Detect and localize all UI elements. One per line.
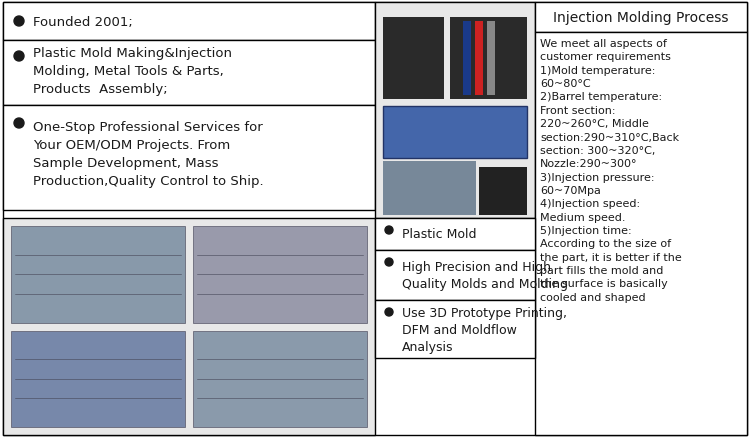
Bar xyxy=(383,18,444,100)
Bar xyxy=(450,18,527,100)
Bar xyxy=(375,251,535,300)
Circle shape xyxy=(14,119,24,129)
Text: We meet all aspects of
customer requirements
1)Mold temperature:
60~80°C
2)Barre: We meet all aspects of customer requirem… xyxy=(540,39,682,302)
Bar xyxy=(475,22,483,95)
Bar xyxy=(375,3,535,219)
Bar xyxy=(375,219,535,251)
Bar xyxy=(463,22,471,95)
Bar xyxy=(3,219,375,435)
Text: One-Stop Professional Services for
Your OEM/ODM Projects. From
Sample Developmen: One-Stop Professional Services for Your … xyxy=(33,121,264,187)
Circle shape xyxy=(385,308,393,316)
Text: Plastic Mold Making&Injection
Molding, Metal Tools & Parts,
Products  Assembly;: Plastic Mold Making&Injection Molding, M… xyxy=(33,47,232,96)
Circle shape xyxy=(14,17,24,27)
Bar xyxy=(11,226,185,323)
Bar xyxy=(479,168,527,215)
Text: Injection Molding Process: Injection Molding Process xyxy=(554,11,729,25)
Bar xyxy=(535,3,747,33)
Text: Plastic Mold: Plastic Mold xyxy=(402,228,476,241)
Circle shape xyxy=(385,258,393,266)
Bar xyxy=(383,162,476,215)
Bar xyxy=(3,106,375,211)
Bar xyxy=(193,226,367,323)
Circle shape xyxy=(385,226,393,234)
Bar xyxy=(383,106,527,158)
Text: High Precision and High
Quality Molds and Molding: High Precision and High Quality Molds an… xyxy=(402,261,568,290)
Circle shape xyxy=(14,52,24,62)
Bar xyxy=(383,106,527,158)
Bar xyxy=(3,3,375,41)
Bar xyxy=(3,41,375,106)
Bar xyxy=(193,331,367,427)
Text: Use 3D Prototype Printing,
DFM and Moldflow
Analysis: Use 3D Prototype Printing, DFM and Moldf… xyxy=(402,306,567,353)
Bar xyxy=(375,300,535,358)
Bar xyxy=(487,22,495,95)
Text: Founded 2001;: Founded 2001; xyxy=(33,15,133,28)
Bar xyxy=(535,33,747,435)
Bar xyxy=(11,331,185,427)
